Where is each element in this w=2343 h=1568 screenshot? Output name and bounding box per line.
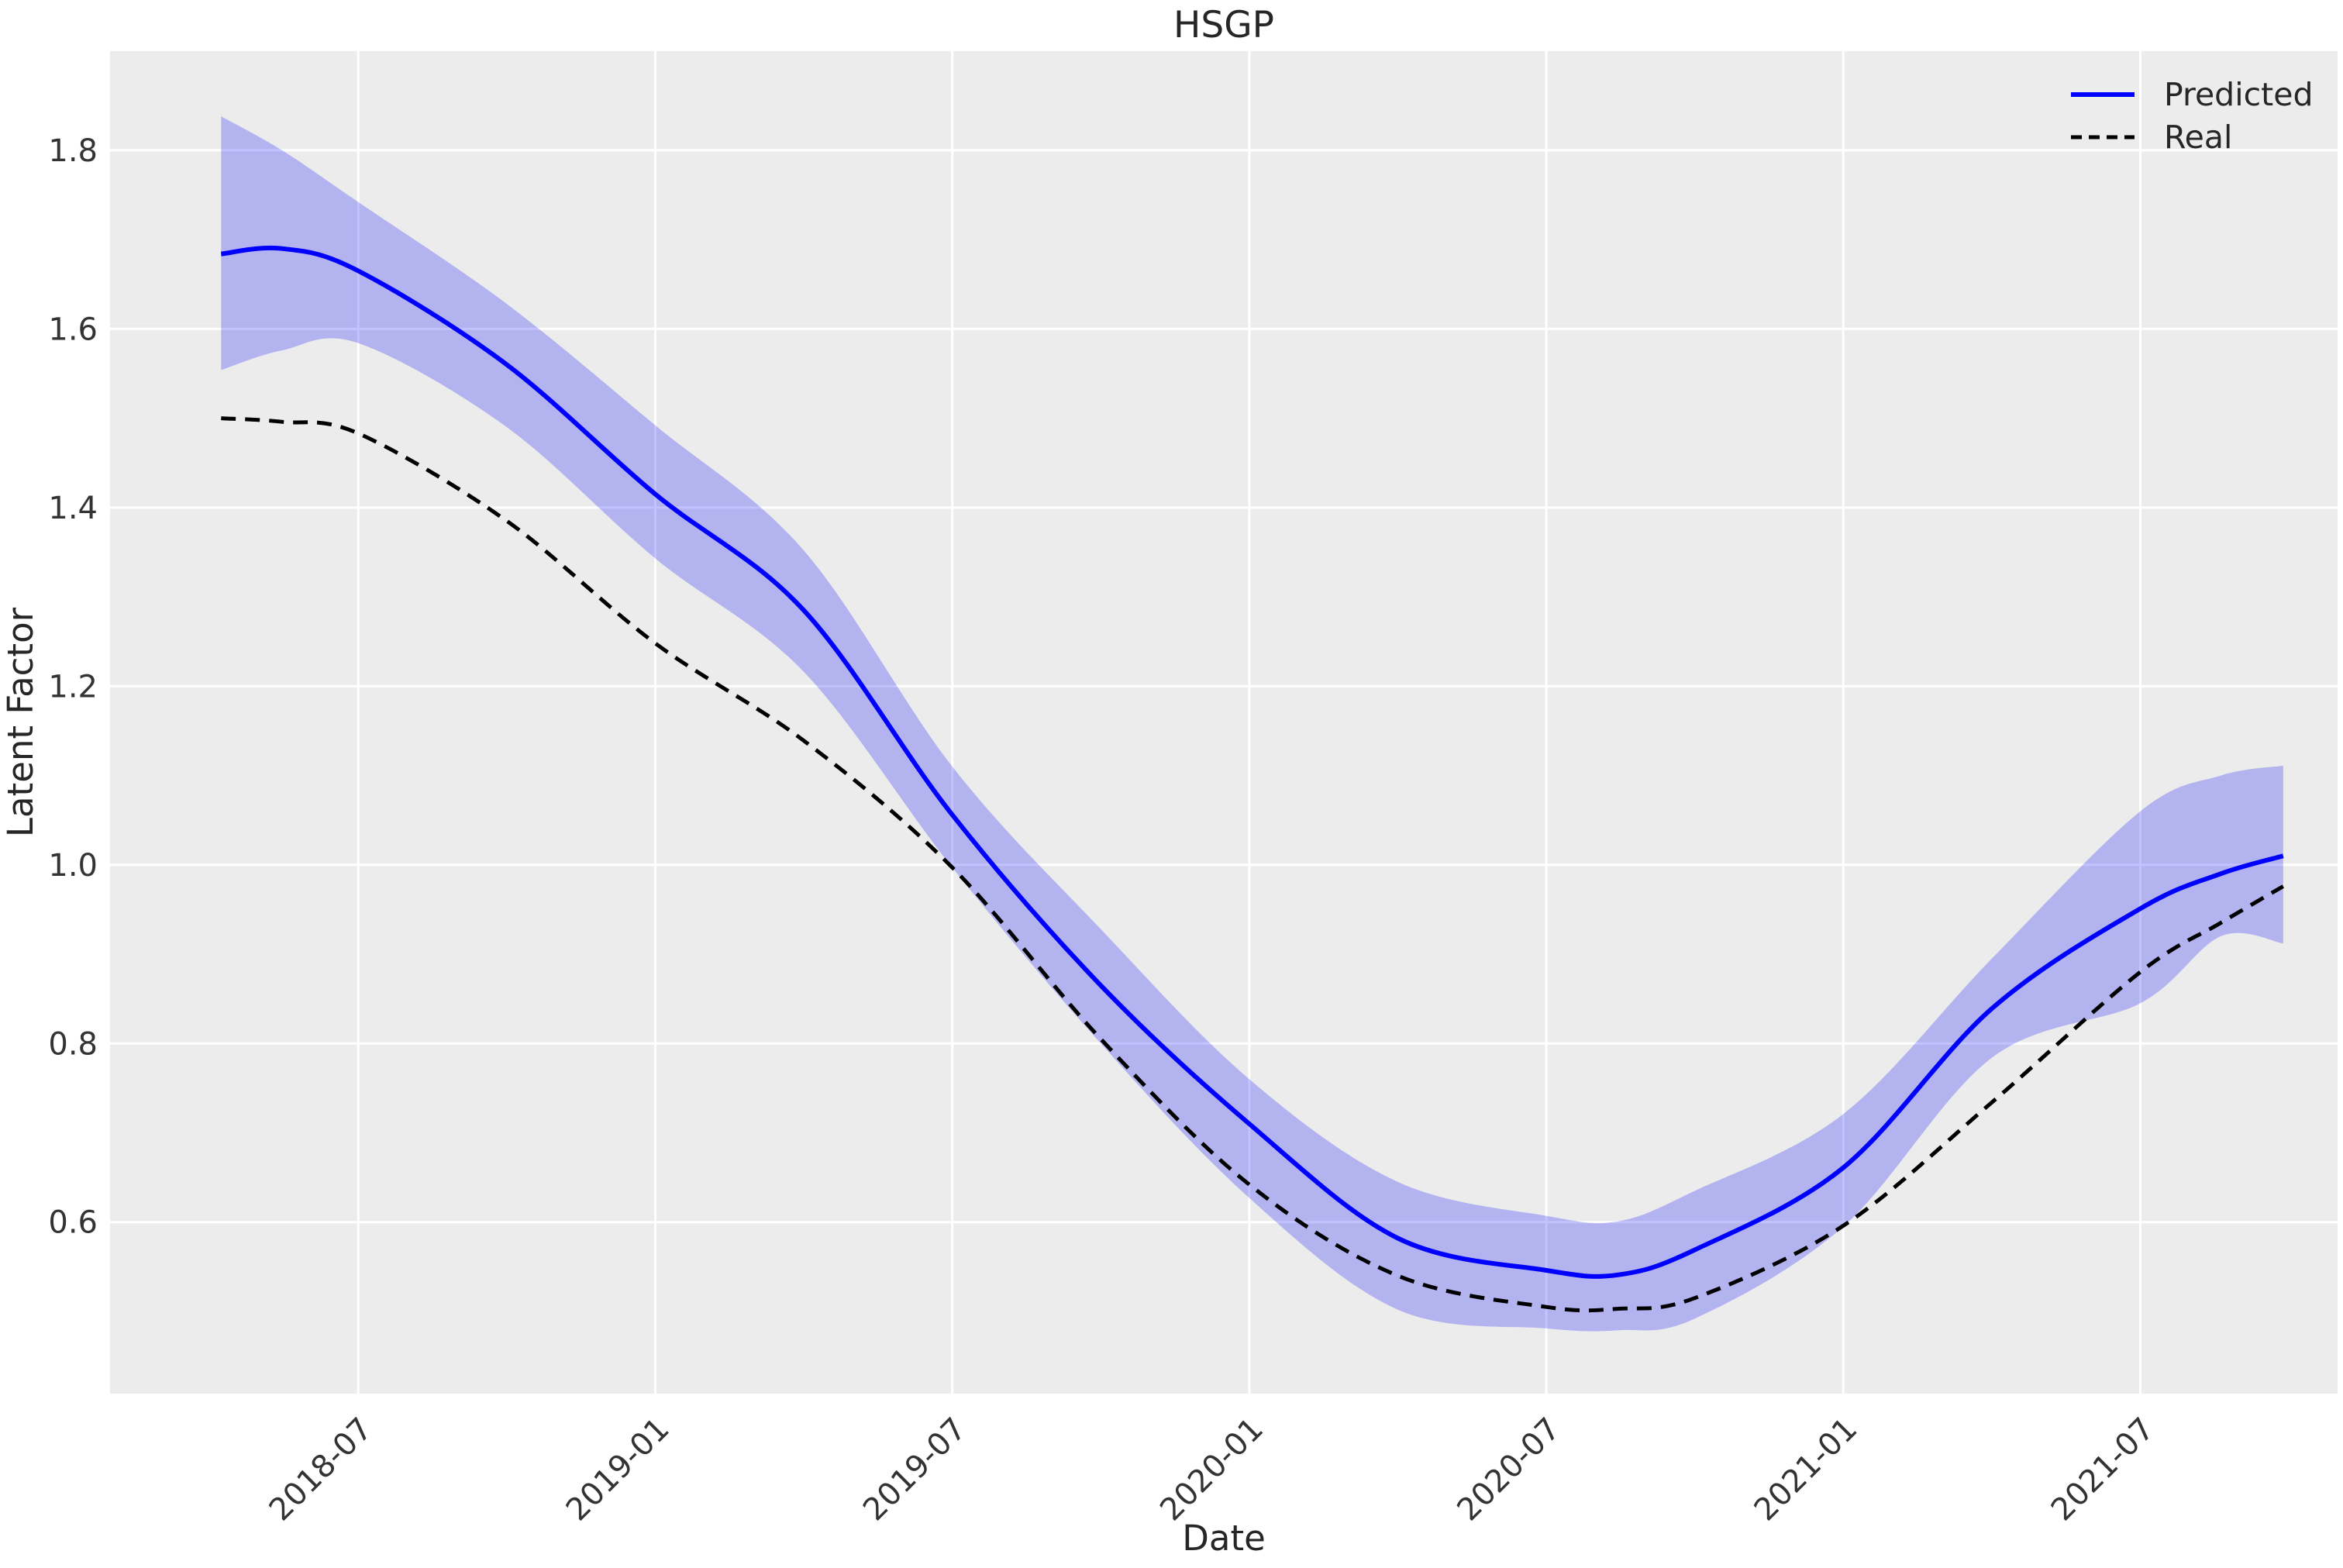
y-tick-label: 0.8 <box>48 1026 98 1062</box>
predicted-line <box>220 245 2284 1279</box>
y-tick-label: 1.2 <box>48 669 98 705</box>
x-tick-label: 2019-01 <box>560 1411 677 1528</box>
real-line <box>221 416 2285 1313</box>
y-tick-label: 1.0 <box>48 848 98 884</box>
x-tick-label: 2021-07 <box>2045 1411 2162 1528</box>
y-axis-label: Latent Factor <box>0 607 41 837</box>
x-tick-label: 2020-01 <box>1153 1411 1270 1528</box>
x-tick-label: 2020-07 <box>1450 1411 1567 1528</box>
legend-predicted-label: Predicted <box>2164 76 2313 113</box>
plot-area <box>110 51 2338 1394</box>
legend-real-label: Real <box>2164 119 2232 156</box>
x-tick-label: 2021-01 <box>1748 1411 1865 1528</box>
x-tick-label: 2018-07 <box>263 1411 380 1528</box>
y-tick-label: 1.4 <box>48 491 98 526</box>
x-axis-label: Date <box>1182 1518 1266 1559</box>
y-tick-label: 1.6 <box>48 312 98 347</box>
series-layer <box>220 116 2285 1332</box>
y-tick-label: 1.8 <box>48 133 98 169</box>
y-tick-label: 0.6 <box>48 1205 98 1241</box>
x-tick-label: 2019-07 <box>856 1411 973 1528</box>
legend: Predicted Real <box>2071 76 2313 156</box>
chart-title: HSGP <box>1173 4 1274 47</box>
uncertainty-band <box>221 116 2283 1332</box>
